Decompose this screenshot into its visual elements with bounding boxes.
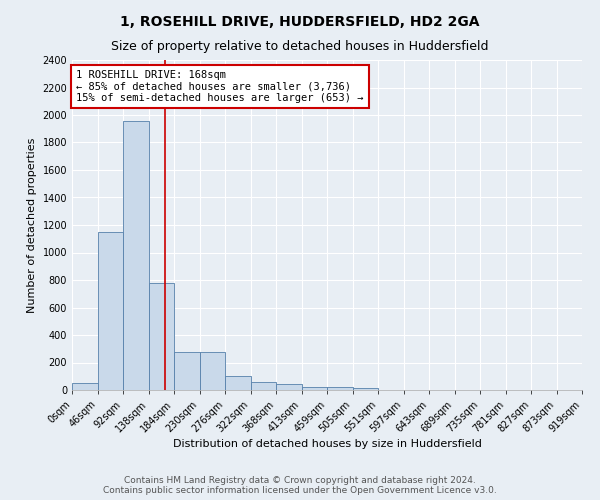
- Bar: [353, 388, 378, 390]
- Bar: [149, 283, 174, 390]
- Bar: [123, 120, 149, 390]
- Bar: [72, 383, 97, 390]
- Bar: [174, 352, 199, 390]
- Text: 1 ROSEHILL DRIVE: 168sqm
← 85% of detached houses are smaller (3,736)
15% of sem: 1 ROSEHILL DRIVE: 168sqm ← 85% of detach…: [76, 70, 364, 103]
- Bar: [97, 232, 123, 390]
- Bar: [225, 376, 251, 390]
- Y-axis label: Number of detached properties: Number of detached properties: [27, 138, 37, 312]
- Bar: [276, 384, 302, 390]
- Text: Size of property relative to detached houses in Huddersfield: Size of property relative to detached ho…: [111, 40, 489, 53]
- Bar: [302, 386, 327, 390]
- Text: 1, ROSEHILL DRIVE, HUDDERSFIELD, HD2 2GA: 1, ROSEHILL DRIVE, HUDDERSFIELD, HD2 2GA: [120, 15, 480, 29]
- Bar: [199, 352, 225, 390]
- Bar: [327, 386, 353, 390]
- Text: Contains HM Land Registry data © Crown copyright and database right 2024.
Contai: Contains HM Land Registry data © Crown c…: [103, 476, 497, 495]
- Bar: [251, 382, 276, 390]
- X-axis label: Distribution of detached houses by size in Huddersfield: Distribution of detached houses by size …: [173, 440, 481, 450]
